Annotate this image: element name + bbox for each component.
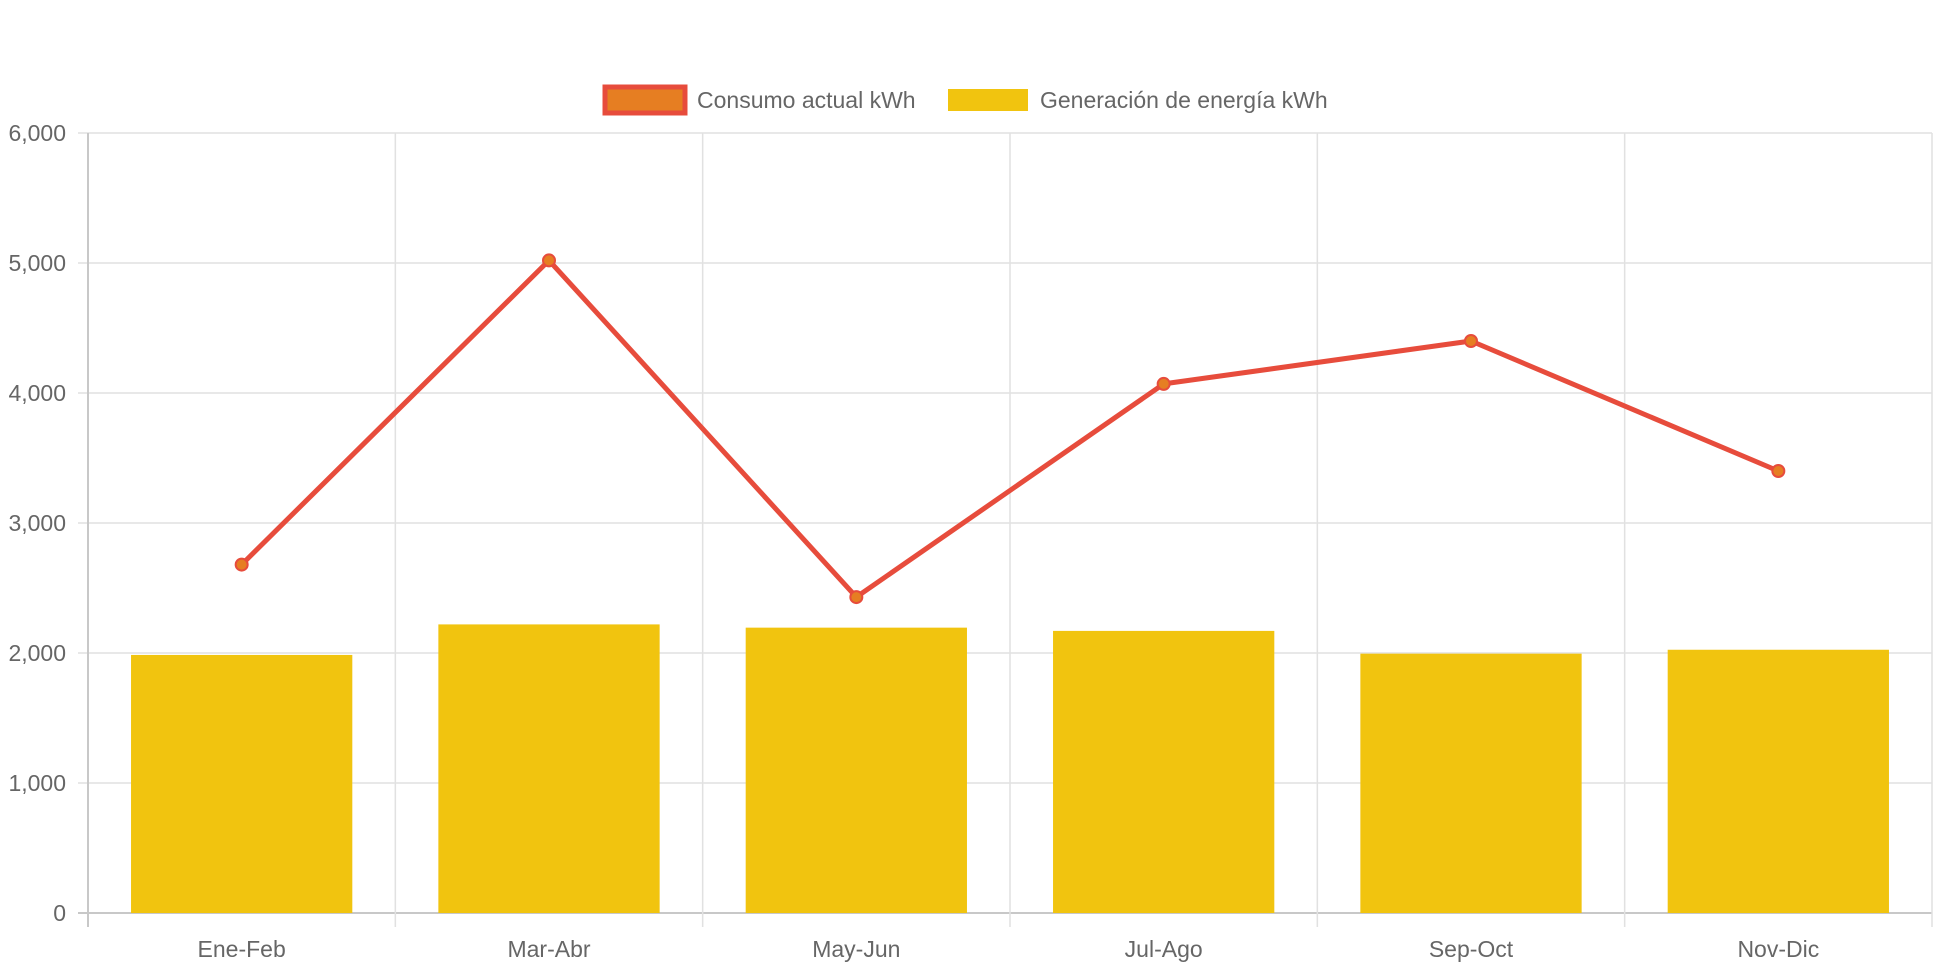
line-point-may-jun[interactable]	[849, 590, 864, 605]
y-tick-label: 3,000	[8, 510, 66, 536]
consumo-line	[239, 257, 1781, 600]
bar-jul-ago[interactable]	[1053, 630, 1275, 913]
legend-swatch-consumo	[602, 84, 688, 116]
grid	[78, 132, 1933, 927]
bar-may-jun[interactable]	[745, 627, 967, 913]
line-point-ene-feb[interactable]	[234, 557, 249, 572]
x-tick-label: Nov-Dic	[1737, 936, 1819, 962]
bar-mar-abr[interactable]	[438, 624, 660, 913]
x-tick-label: Mar-Abr	[507, 936, 590, 962]
y-tick-label: 5,000	[8, 250, 66, 276]
line-point-nov-dic[interactable]	[1771, 464, 1786, 478]
legend-item-consumo[interactable]: Consumo actual kWh	[602, 84, 916, 116]
legend-item-generacion[interactable]: Generación de energía kWh	[948, 87, 1328, 113]
line-point-sep-oct[interactable]	[1464, 334, 1478, 348]
x-tick-label: May-Jun	[812, 936, 900, 962]
y-tick-label: 0	[53, 900, 66, 926]
y-tick-label: 4,000	[8, 380, 66, 406]
x-tick-label: Sep-Oct	[1429, 936, 1514, 962]
line-point-mar-abr[interactable]	[542, 253, 556, 268]
y-tick-label: 1,000	[8, 770, 66, 796]
bar-series	[131, 624, 1889, 913]
line-point-jul-ago[interactable]	[1156, 376, 1171, 391]
bar-sep-oct[interactable]	[1360, 653, 1582, 913]
bar-nov-dic[interactable]	[1667, 649, 1889, 913]
legend-label-generacion: Generación de energía kWh	[1040, 87, 1328, 113]
y-tick-label: 2,000	[8, 640, 66, 666]
axes: 0 1,000 2,000 3,000 4,000 5,000 6,000 Ene-Feb Ma…	[8, 120, 1819, 962]
line-series	[234, 253, 1786, 605]
legend[interactable]: Consumo actual kWh Generación de energía …	[602, 84, 1328, 116]
legend-swatch-generacion	[948, 89, 1028, 111]
x-tick-label: Ene-Feb	[198, 936, 286, 962]
x-tick-label: Jul-Ago	[1125, 936, 1203, 962]
bar-ene-feb[interactable]	[131, 654, 353, 913]
legend-label-consumo: Consumo actual kWh	[697, 87, 916, 113]
y-tick-label: 6,000	[8, 120, 66, 146]
